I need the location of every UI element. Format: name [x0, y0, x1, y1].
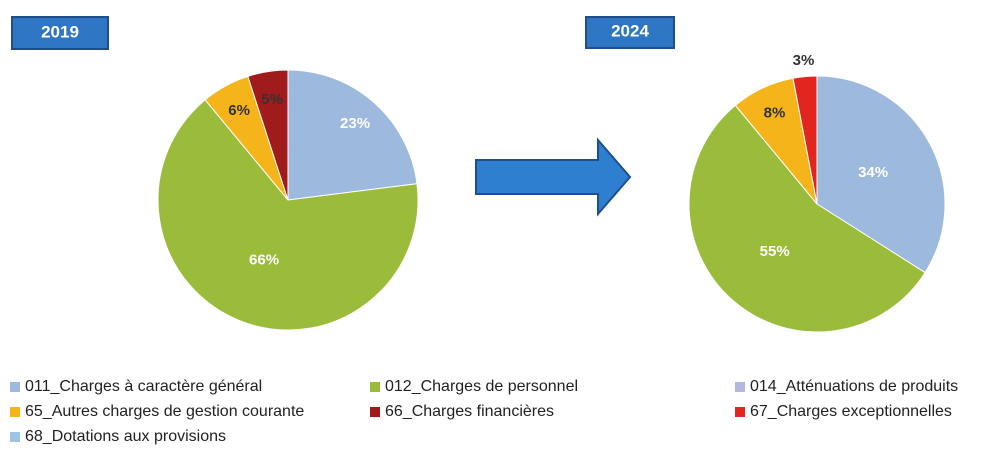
pie-slice — [792, 75, 818, 205]
legend-label: 67_Charges exceptionnelles — [750, 403, 952, 420]
legend-swatch — [10, 432, 20, 442]
legend-swatch — [10, 407, 20, 417]
legend-swatch — [370, 382, 380, 392]
data-label: 8% — [764, 105, 786, 122]
pie-slice — [247, 69, 289, 201]
legend-label: 65_Autres charges de gestion courante — [25, 403, 304, 420]
title-box — [11, 16, 109, 50]
pie-slice — [287, 69, 418, 201]
data-label: 3% — [793, 52, 815, 69]
chart-title: 2019 — [41, 22, 79, 41]
legend-label: 011_Charges à caractère général — [25, 378, 262, 395]
legend-label: 014_Atténuations de produits — [750, 378, 958, 395]
data-label: 23% — [340, 115, 370, 132]
legend-swatch — [370, 407, 380, 417]
legend-swatch — [10, 382, 20, 392]
legend-swatch — [735, 407, 745, 417]
data-label: 66% — [249, 251, 279, 268]
title-box — [585, 16, 675, 49]
legend-label: 68_Dotations aux provisions — [25, 428, 226, 445]
data-label: 5% — [261, 91, 283, 108]
data-label: 34% — [858, 164, 888, 181]
data-label: 6% — [228, 102, 250, 119]
arrow — [475, 137, 632, 217]
chart-title: 2024 — [611, 21, 649, 40]
legend-swatch — [735, 382, 745, 392]
pie-slice — [157, 99, 419, 331]
pie-slice — [816, 75, 946, 274]
legend-label: 66_Charges financières — [385, 403, 554, 420]
legend-label: 012_Charges de personnel — [385, 378, 578, 395]
data-label: 55% — [760, 243, 790, 260]
pie-slice — [688, 104, 926, 333]
